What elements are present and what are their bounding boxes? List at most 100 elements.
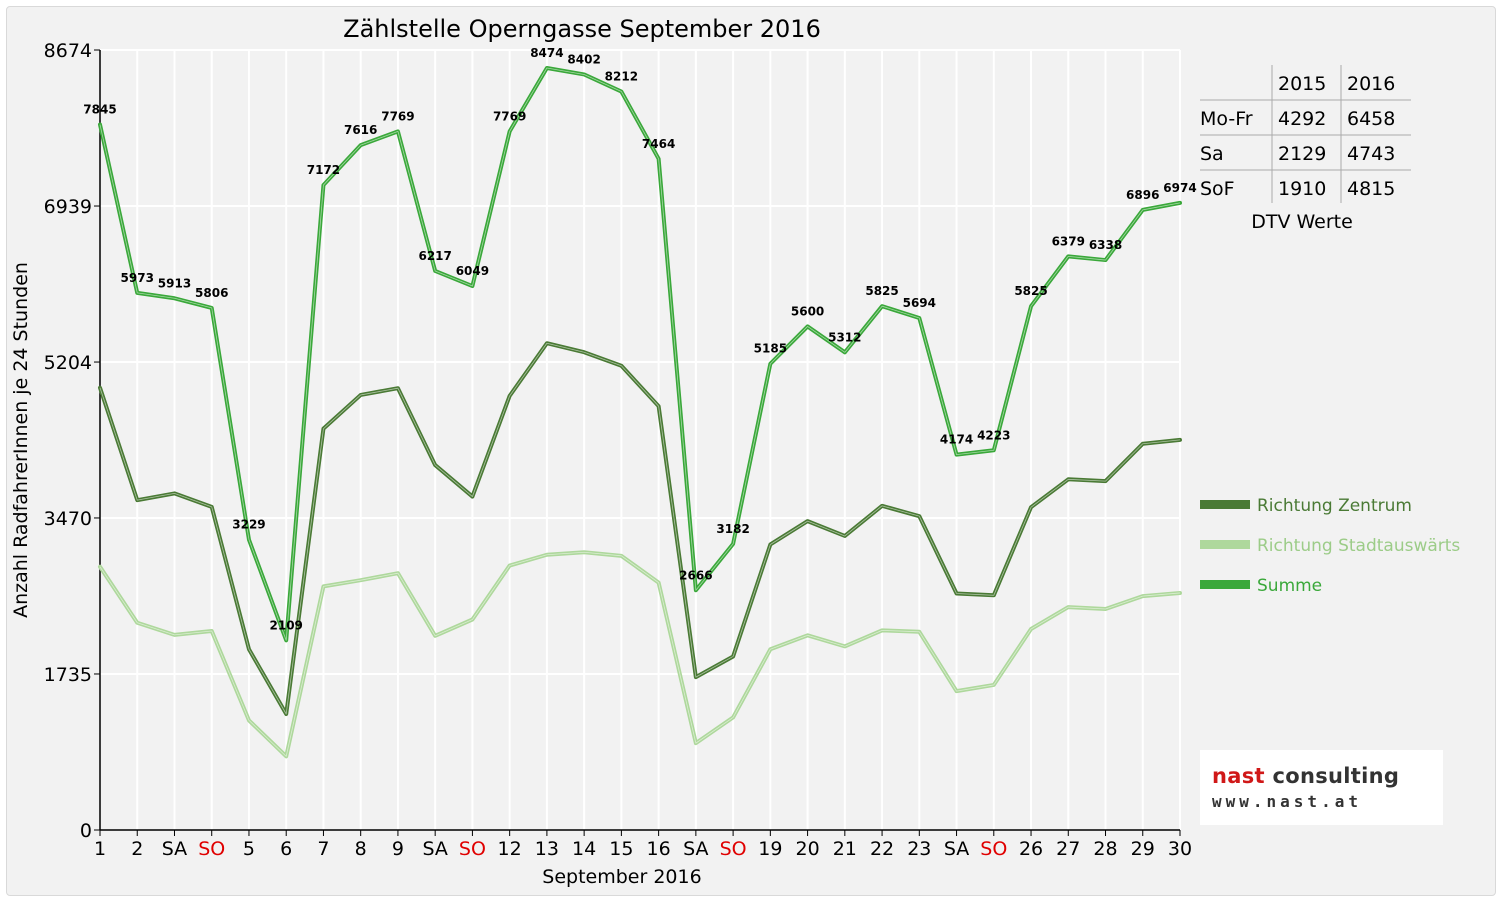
x-tick-label: SA <box>683 838 708 860</box>
data-label: 8402 <box>567 52 600 66</box>
data-label: 5312 <box>828 330 861 344</box>
y-tick-label: 8674 <box>44 40 92 62</box>
x-tick-label: 9 <box>392 838 404 860</box>
dtv-table-row-label: SoF <box>1200 178 1235 200</box>
x-tick-label: 22 <box>870 838 894 860</box>
x-tick-label: 16 <box>647 838 671 860</box>
data-label: 2666 <box>679 568 712 582</box>
data-label: 3229 <box>232 518 265 532</box>
x-tick-label: 23 <box>907 838 931 860</box>
dtv-table-row-label: Sa <box>1200 143 1224 165</box>
x-tick-label: 28 <box>1093 838 1117 860</box>
x-tick-label: 8 <box>355 838 367 860</box>
series-lines <box>98 65 1182 759</box>
data-label: 7769 <box>493 109 526 123</box>
y-tick-label: 3470 <box>44 508 92 530</box>
data-label: 5185 <box>754 342 787 356</box>
data-label: 8474 <box>530 46 563 60</box>
x-tick-label: 29 <box>1131 838 1155 860</box>
x-axis-title: September 2016 <box>542 866 701 888</box>
plot-area <box>100 50 1180 830</box>
x-tick-label: SA <box>162 838 187 860</box>
logo-brand-consulting: consulting <box>1264 764 1400 788</box>
x-tick-label: SO <box>198 838 225 860</box>
nast-consulting-logo: nast consulting www.nast.at <box>1200 750 1443 825</box>
data-label: 7769 <box>381 109 414 123</box>
data-label: 5600 <box>791 304 824 318</box>
dtv-table-row-label: Mo-Fr <box>1200 108 1253 130</box>
legend-label: Richtung Stadtauswärts <box>1257 536 1460 556</box>
x-tick-label: 1 <box>94 838 106 860</box>
y-tick-label: 0 <box>80 820 92 842</box>
data-label: 6379 <box>1052 234 1085 248</box>
dtv-table-cell: 4815 <box>1347 178 1395 200</box>
legend-swatch <box>1200 580 1250 589</box>
dtv-table-cell: 4292 <box>1278 108 1326 130</box>
series-line-highlight-3 <box>99 67 1181 641</box>
x-tick-label: 5 <box>243 838 255 860</box>
dtv-table-cell: 1910 <box>1278 178 1326 200</box>
dtv-table-cell: 2129 <box>1278 143 1326 165</box>
data-label: 5913 <box>158 276 191 290</box>
data-label: 6217 <box>418 249 451 263</box>
x-tick-label: 27 <box>1056 838 1080 860</box>
dtv-table-header: 2015 <box>1278 73 1326 95</box>
logo-brand-nast: nast <box>1212 764 1265 788</box>
data-label: 4223 <box>977 428 1010 442</box>
legend: Richtung Zentrum Richtung Stadtauswärts Su… <box>1200 496 1460 596</box>
logo-brand: nast consulting <box>1212 764 1399 788</box>
x-tick-label: 15 <box>609 838 633 860</box>
x-tick-label: SO <box>459 838 486 860</box>
dtv-table-caption: DTV Werte <box>1251 211 1353 233</box>
y-tick-label: 1735 <box>44 664 92 686</box>
x-tick-label: 26 <box>1019 838 1043 860</box>
logo-url: www.nast.at <box>1212 792 1362 811</box>
data-label: 7845 <box>83 103 116 117</box>
grid <box>100 49 1181 830</box>
dtv-table-cell: 4743 <box>1347 143 1395 165</box>
data-label: 4174 <box>940 433 973 447</box>
data-label: 8212 <box>605 70 638 84</box>
dtv-table-header: 2016 <box>1347 73 1395 95</box>
y-tick-label: 5204 <box>44 352 92 374</box>
legend-swatch <box>1200 500 1250 509</box>
data-label: 6338 <box>1089 238 1122 252</box>
x-tick-label: 14 <box>572 838 596 860</box>
data-label: 5973 <box>121 271 154 285</box>
data-label: 7616 <box>344 123 377 137</box>
data-label: 6896 <box>1126 188 1159 202</box>
x-tick-label: SO <box>720 838 747 860</box>
dtv-table: 2015 2016 Mo-Fr 4292 6458 Sa 2129 4743 SoF 1910 48… <box>1200 65 1411 233</box>
legend-swatch <box>1200 540 1250 549</box>
x-tick-label: 30 <box>1168 838 1192 860</box>
data-label: 6974 <box>1163 181 1196 195</box>
chart-title: Zählstelle Operngasse September 2016 <box>343 15 821 43</box>
dtv-table-cell: 6458 <box>1347 108 1395 130</box>
x-tick-label: 6 <box>280 838 292 860</box>
data-label: 5806 <box>195 286 228 300</box>
x-tick-label: 19 <box>758 838 782 860</box>
data-label: 3182 <box>716 522 749 536</box>
legend-label: Summe <box>1257 576 1322 596</box>
data-label: 7172 <box>307 163 340 177</box>
y-axis-title: Anzahl RadfahrerInnen je 24 Stunden <box>10 262 32 618</box>
data-label: 2109 <box>270 618 303 632</box>
series-line-highlight-2 <box>99 551 1181 757</box>
x-tick-label: 21 <box>833 838 857 860</box>
x-tick-label: 13 <box>535 838 559 860</box>
data-label: 5825 <box>865 284 898 298</box>
x-tick-label: SO <box>980 838 1007 860</box>
data-labels: 7845 5973 5913 5806 3229 2109 7172 7616 7769 6217… <box>83 46 1196 632</box>
x-tick-label: SA <box>944 838 969 860</box>
x-tick-label: 2 <box>131 838 143 860</box>
x-tick-label: 20 <box>795 838 819 860</box>
data-label: 5825 <box>1014 284 1047 298</box>
x-tick-label: 7 <box>317 838 329 860</box>
data-label: 7464 <box>642 137 675 151</box>
data-label: 6049 <box>456 264 489 278</box>
y-tick-label: 6939 <box>44 196 92 218</box>
x-tick-label: 12 <box>498 838 522 860</box>
x-tick-label: SA <box>422 838 447 860</box>
legend-label: Richtung Zentrum <box>1257 496 1412 516</box>
